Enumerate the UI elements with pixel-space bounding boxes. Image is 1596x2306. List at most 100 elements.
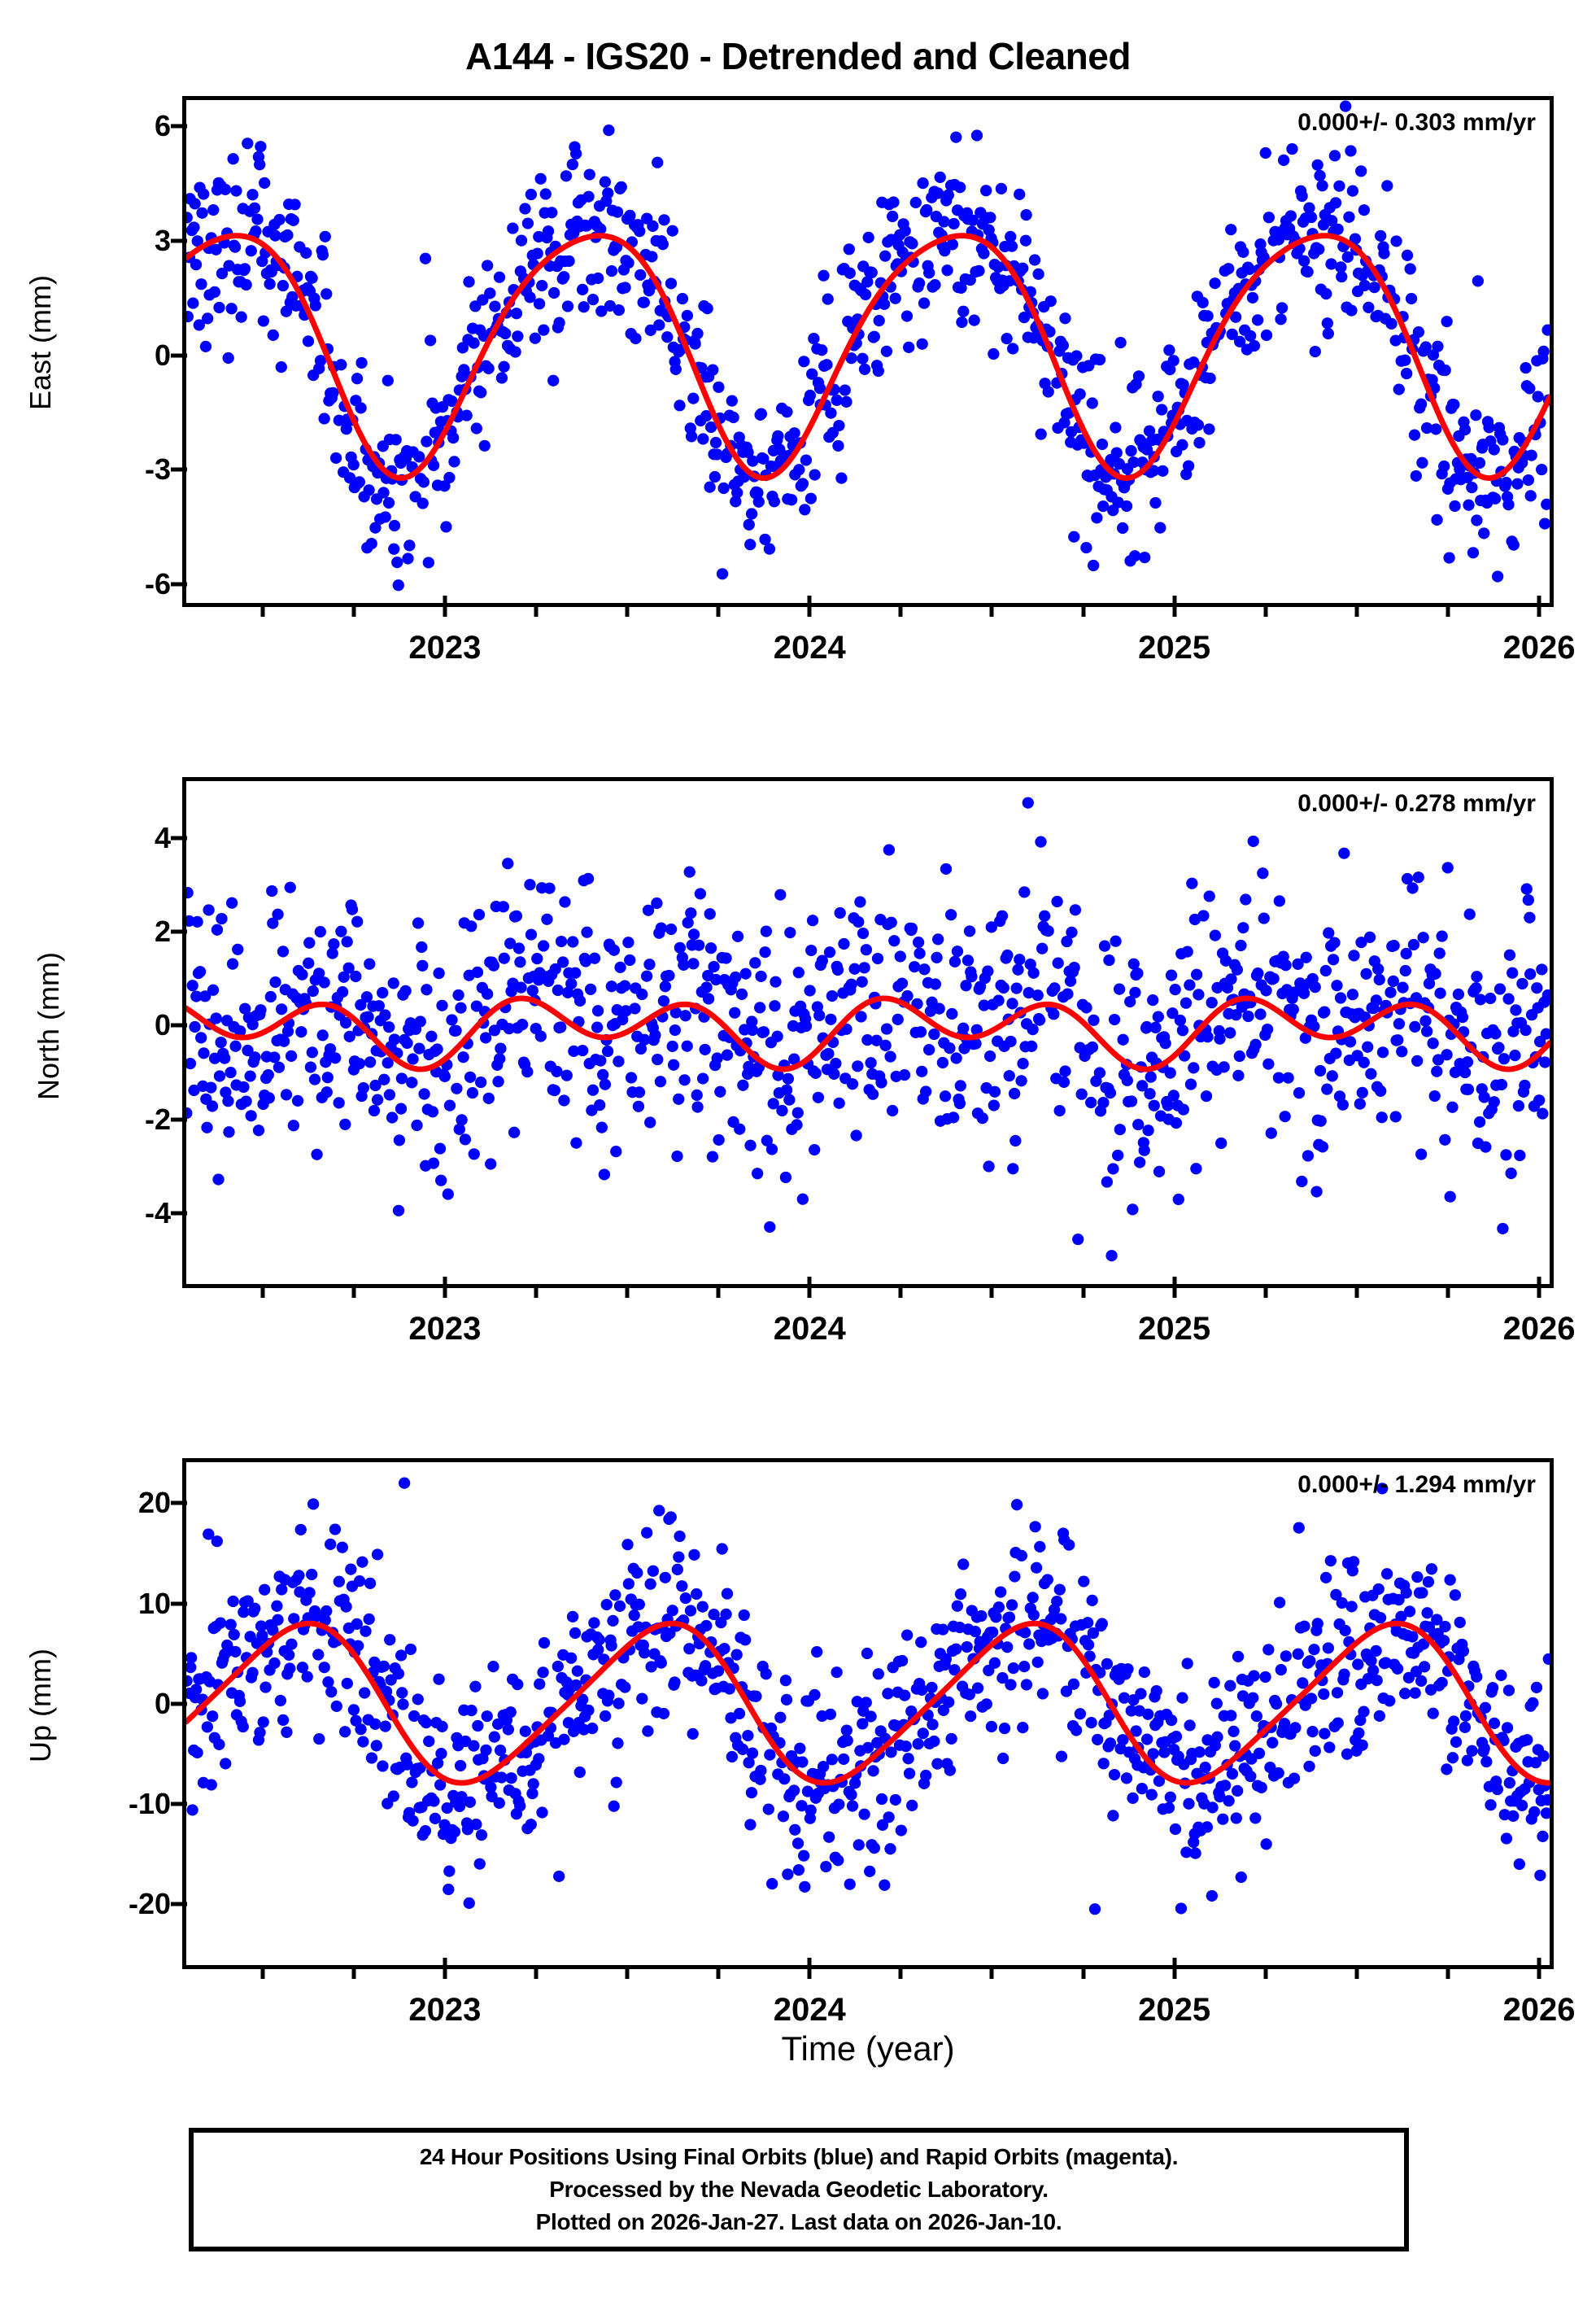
x-minor-tick-mark [534, 604, 539, 617]
y-axis-title-up: Up (mm) [24, 1649, 57, 1762]
x-minor-tick-mark [1081, 1285, 1086, 1298]
x-minor-tick-mark [1263, 1285, 1268, 1298]
x-minor-tick-mark [898, 604, 903, 617]
x-minor-tick-mark [260, 1285, 265, 1298]
x-minor-tick-mark [1263, 1966, 1268, 1979]
x-minor-tick-mark [1354, 604, 1359, 617]
y-tick-mark [171, 836, 187, 841]
x-major-tick-mark [443, 596, 447, 617]
y-tick-mark [171, 1500, 187, 1505]
x-minor-tick-mark [351, 604, 356, 617]
x-minor-tick-mark [1081, 1966, 1086, 1979]
panel-east: 0.000+/- 0.303 mm/yr [182, 96, 1554, 607]
y-tick-mark [171, 467, 187, 472]
x-major-tick-mark [1172, 1958, 1177, 1979]
x-major-tick-mark [1537, 1277, 1541, 1298]
y-tick-label: -3 [144, 452, 171, 487]
rate-annotation-north: 0.000+/- 0.278 mm/yr [1297, 790, 1536, 817]
x-tick-label: 2023 [408, 630, 482, 666]
y-tick-mark [171, 124, 187, 129]
x-minor-tick-mark [625, 1966, 630, 1979]
x-minor-tick-mark [625, 604, 630, 617]
caption-line-3: Plotted on 2026-Jan-27. Last data on 202… [535, 2208, 1062, 2234]
y-tick-mark [171, 929, 187, 934]
y-tick-label: 4 [154, 820, 171, 854]
x-major-tick-mark [807, 596, 812, 617]
x-minor-tick-mark [898, 1285, 903, 1298]
y-tick-label: 0 [154, 1008, 171, 1042]
x-axis-title: Time (year) [781, 2029, 955, 2068]
caption-box: 24 Hour Positions Using Final Orbits (bl… [189, 2128, 1409, 2251]
y-tick-label: 0 [154, 1686, 171, 1720]
x-tick-label: 2026 [1502, 1311, 1576, 1347]
x-tick-label: 2025 [1138, 1311, 1211, 1347]
x-axis-ticks-north: 2023 2024 2025 2026 [182, 1277, 1576, 1347]
x-major-tick-mark [1172, 596, 1177, 617]
x-tick-label: 2023 [408, 1311, 482, 1347]
x-tick-label: 2026 [1502, 630, 1576, 666]
panel-up: 0.000+/- 1.294 mm/yr [182, 1458, 1554, 1969]
rate-annotation-up: 0.000+/- 1.294 mm/yr [1297, 1471, 1536, 1498]
y-tick-mark [171, 1701, 187, 1706]
x-major-tick-mark [1537, 596, 1541, 617]
y-tick-label: 6 [154, 109, 171, 143]
y-axis-ticks-north: 4 2 0 -2 -4 [0, 777, 187, 1288]
x-minor-tick-mark [534, 1966, 539, 1979]
x-minor-tick-mark [989, 604, 994, 617]
x-tick-label: 2024 [773, 1992, 846, 2028]
y-axis-title-east: East (mm) [24, 275, 57, 410]
panel-north: 0.000+/- 0.278 mm/yr [182, 777, 1554, 1288]
plot-frame-up [182, 1458, 1554, 1969]
x-tick-label: 2025 [1138, 630, 1211, 666]
y-tick-mark [171, 582, 187, 587]
caption-line-2: Processed by the Nevada Geodetic Laborat… [549, 2177, 1049, 2203]
y-tick-label: 2 [154, 915, 171, 949]
x-minor-tick-mark [260, 604, 265, 617]
x-minor-tick-mark [989, 1966, 994, 1979]
x-tick-label: 2026 [1502, 1992, 1576, 2028]
caption-line-1: 24 Hour Positions Using Final Orbits (bl… [419, 2144, 1179, 2170]
y-axis-title-north: North (mm) [32, 952, 65, 1100]
y-tick-label: -20 [128, 1886, 171, 1920]
y-tick-mark [171, 1117, 187, 1122]
y-tick-mark [171, 1211, 187, 1216]
y-tick-mark [171, 1601, 187, 1606]
x-minor-tick-mark [1354, 1285, 1359, 1298]
x-minor-tick-mark [716, 604, 721, 617]
x-minor-tick-mark [1263, 604, 1268, 617]
y-tick-label: -6 [144, 566, 171, 601]
x-tick-label: 2023 [408, 1992, 482, 2028]
x-minor-tick-mark [1446, 604, 1450, 617]
x-minor-tick-mark [351, 1285, 356, 1298]
y-axis-ticks-up: 20 10 0 -10 -20 [0, 1458, 187, 1969]
y-tick-label: -10 [128, 1786, 171, 1820]
y-tick-label: 3 [154, 224, 171, 258]
x-minor-tick-mark [716, 1285, 721, 1298]
y-tick-mark [171, 238, 187, 243]
x-minor-tick-mark [898, 1966, 903, 1979]
y-tick-label: 10 [137, 1586, 171, 1620]
x-axis-ticks-up: 2023 2024 2025 2026 [182, 1958, 1576, 2028]
x-major-tick-mark [1537, 1958, 1541, 1979]
x-tick-label: 2024 [773, 1311, 846, 1347]
y-tick-label: -2 [144, 1102, 171, 1136]
x-minor-tick-mark [1081, 604, 1086, 617]
y-tick-label: 0 [154, 338, 171, 372]
x-tick-label: 2024 [773, 630, 846, 666]
x-major-tick-mark [807, 1958, 812, 1979]
x-major-tick-mark [443, 1277, 447, 1298]
x-major-tick-mark [807, 1277, 812, 1298]
x-minor-tick-mark [1354, 1966, 1359, 1979]
x-minor-tick-mark [351, 1966, 356, 1979]
x-minor-tick-mark [625, 1285, 630, 1298]
y-tick-mark [171, 1023, 187, 1028]
x-tick-label: 2025 [1138, 1992, 1211, 2028]
plot-frame-north [182, 777, 1554, 1288]
y-tick-mark [171, 1802, 187, 1806]
x-axis-ticks-east: 2023 2024 2025 2026 [182, 596, 1576, 666]
x-major-tick-mark [1172, 1277, 1177, 1298]
x-minor-tick-mark [260, 1966, 265, 1979]
x-minor-tick-mark [534, 1285, 539, 1298]
x-minor-tick-mark [1446, 1285, 1450, 1298]
